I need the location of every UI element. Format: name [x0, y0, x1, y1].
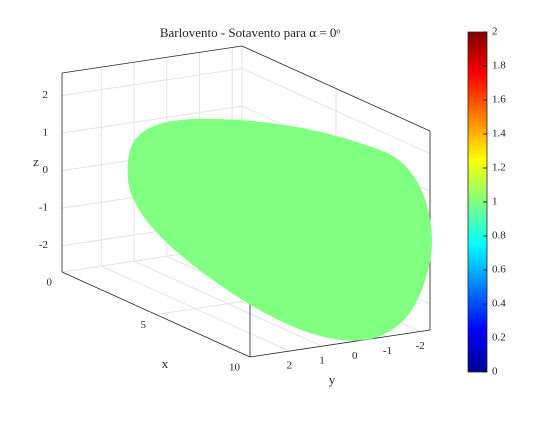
- y-tick-label: -2: [416, 340, 425, 352]
- surface: [127, 118, 433, 341]
- y-tick-label: 2: [287, 360, 293, 372]
- z-tick-label: 1: [43, 127, 49, 139]
- y-tick-label: 0: [352, 350, 358, 362]
- colorbar-tick-label: 0.2: [492, 332, 506, 344]
- colorbar-tick-label: 1: [492, 196, 498, 208]
- z-tick-label: -2: [39, 239, 48, 251]
- y-tick-label: 1: [319, 355, 325, 367]
- y-axis-label: y: [329, 372, 336, 387]
- colorbar-tick-label: 0.6: [492, 264, 506, 276]
- axis-line: [61, 271, 251, 358]
- z-tick-label: 2: [43, 89, 49, 101]
- grid-line: [61, 68, 243, 97]
- y-tick-label: -1: [383, 345, 392, 357]
- x-axis-label: x: [162, 356, 169, 371]
- chart-title: Barlovento - Sotavento para α = 0ᵒ: [160, 25, 341, 40]
- colorbar-tick-label: 1.2: [492, 162, 506, 174]
- z-axis-label: z: [33, 154, 39, 169]
- axis-line: [61, 45, 243, 74]
- axis-line: [241, 45, 431, 132]
- colorbar-tick-label: 0.4: [492, 298, 506, 310]
- x-tick-label: 10: [229, 362, 241, 374]
- z-tick-label: -1: [39, 202, 48, 214]
- z-tick-label: 0: [43, 164, 49, 176]
- colorbar-tick-label: 1.4: [492, 128, 506, 140]
- colorbar-tick-label: 0.8: [492, 230, 506, 242]
- x-tick-label: 5: [141, 319, 147, 331]
- axis-line: [249, 329, 431, 358]
- grid-line: [61, 105, 243, 134]
- colorbar-tick-label: 1.8: [492, 60, 506, 72]
- colorbar-tick-label: 1.6: [492, 94, 506, 106]
- colorbar-tick-label: 2: [492, 26, 498, 38]
- x-tick-label: 0: [47, 277, 53, 289]
- colorbar-tick-label: 0: [492, 366, 498, 378]
